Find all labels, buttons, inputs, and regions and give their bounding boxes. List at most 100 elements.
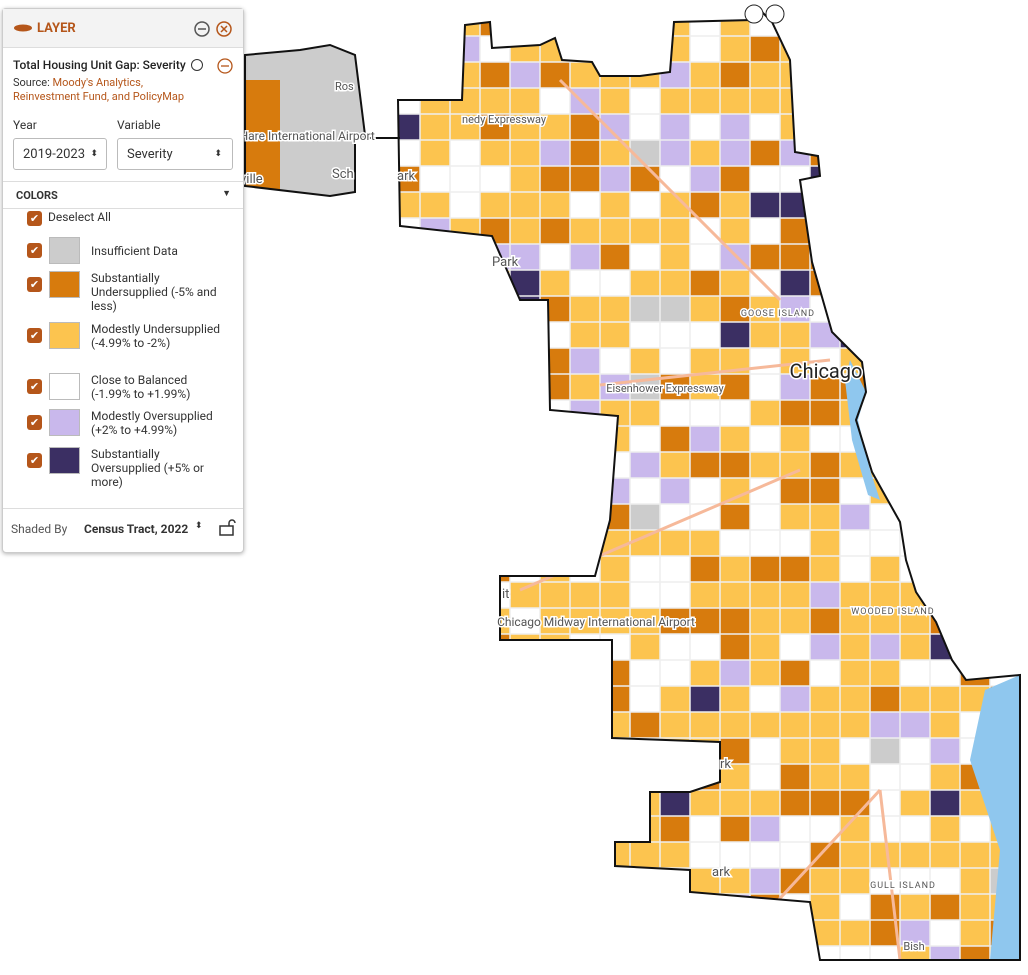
tract	[540, 426, 570, 452]
tract	[720, 62, 750, 88]
tract	[750, 738, 780, 764]
tract	[1020, 634, 1028, 660]
tract	[450, 244, 480, 270]
tract	[630, 530, 660, 556]
layer-icons[interactable]	[189, 58, 239, 74]
tract	[540, 686, 570, 712]
tract	[420, 842, 450, 868]
tract	[690, 114, 720, 140]
tract	[1020, 894, 1028, 920]
map-control[interactable]	[744, 4, 764, 24]
tract	[660, 270, 690, 296]
tract	[390, 530, 420, 556]
tract	[570, 816, 600, 842]
tract	[390, 114, 420, 140]
tract	[840, 218, 870, 244]
tract	[990, 140, 1020, 166]
tract	[690, 296, 720, 322]
shaded-by-value[interactable]: Census Tract, 2022	[84, 522, 189, 536]
footer: Shaded By Census Tract, 2022 ⬍	[3, 508, 243, 553]
tract	[420, 36, 450, 62]
tract	[930, 62, 960, 88]
tract	[390, 62, 420, 88]
tract	[660, 452, 690, 478]
tract	[720, 218, 750, 244]
tract	[660, 426, 690, 452]
tract	[780, 582, 810, 608]
tract	[480, 140, 510, 166]
tract	[750, 322, 780, 348]
tract	[480, 686, 510, 712]
tract	[930, 296, 960, 322]
checkbox[interactable]: ✔	[27, 277, 42, 292]
tract	[480, 634, 510, 660]
tract	[960, 582, 990, 608]
colors-header[interactable]: COLORS ▼	[3, 181, 243, 209]
tract	[540, 504, 570, 530]
map-close[interactable]	[765, 4, 785, 24]
tract	[900, 270, 930, 296]
tract	[1020, 764, 1028, 790]
tract	[570, 12, 600, 36]
tract	[660, 348, 690, 374]
map-label: GULL ISLAND	[870, 881, 936, 891]
tract	[840, 634, 870, 660]
map-label: ark	[397, 169, 415, 184]
tract	[810, 582, 840, 608]
tract	[510, 140, 540, 166]
layer-icon	[14, 24, 32, 32]
tract	[510, 218, 540, 244]
variable-select[interactable]: Severity ⬍	[117, 138, 233, 170]
tract	[750, 296, 780, 322]
tract	[780, 530, 810, 556]
tract	[480, 816, 510, 842]
checkbox[interactable]: ✔	[27, 328, 42, 343]
city-boundary	[396, 10, 1021, 961]
tract	[900, 166, 930, 192]
tract	[480, 660, 510, 686]
checkbox[interactable]: ✔	[27, 243, 42, 258]
tract	[540, 244, 570, 270]
deselect-all[interactable]: Deselect All	[48, 210, 111, 224]
tract	[1020, 452, 1028, 478]
tract	[570, 36, 600, 62]
tract	[750, 842, 780, 868]
source-link[interactable]: Moody's Analytics, Reinvestment Fund, an…	[13, 76, 185, 103]
tract	[900, 192, 930, 218]
header-buttons[interactable]	[193, 20, 233, 38]
tract	[600, 582, 630, 608]
tract	[810, 88, 840, 114]
tract	[750, 816, 780, 842]
tract	[600, 374, 630, 400]
tract	[960, 842, 990, 868]
tract	[660, 946, 690, 960]
tract	[840, 36, 870, 62]
tract	[510, 868, 540, 894]
tract	[690, 62, 720, 88]
checkbox[interactable]: ✔	[27, 415, 42, 430]
checkbox[interactable]: ✔	[27, 211, 42, 226]
checkbox[interactable]: ✔	[27, 379, 42, 394]
tract	[750, 686, 780, 712]
tract	[960, 140, 990, 166]
tract	[570, 296, 600, 322]
year-select[interactable]: 2019-2023 ⬍	[13, 138, 107, 170]
colors-title: COLORS	[16, 189, 58, 202]
lock-icon[interactable]	[217, 517, 237, 537]
tract	[420, 608, 450, 634]
tract	[1020, 946, 1028, 972]
tract	[960, 426, 990, 452]
tract	[630, 166, 660, 192]
checkbox[interactable]: ✔	[27, 453, 42, 468]
tract	[450, 946, 480, 960]
tract	[420, 738, 450, 764]
tract	[1020, 62, 1028, 88]
tract	[480, 530, 510, 556]
tract	[960, 88, 990, 114]
tract	[660, 530, 690, 556]
tract	[690, 790, 720, 816]
tract	[570, 608, 600, 634]
tract	[420, 400, 450, 426]
tract	[480, 296, 510, 322]
tract	[960, 660, 990, 686]
